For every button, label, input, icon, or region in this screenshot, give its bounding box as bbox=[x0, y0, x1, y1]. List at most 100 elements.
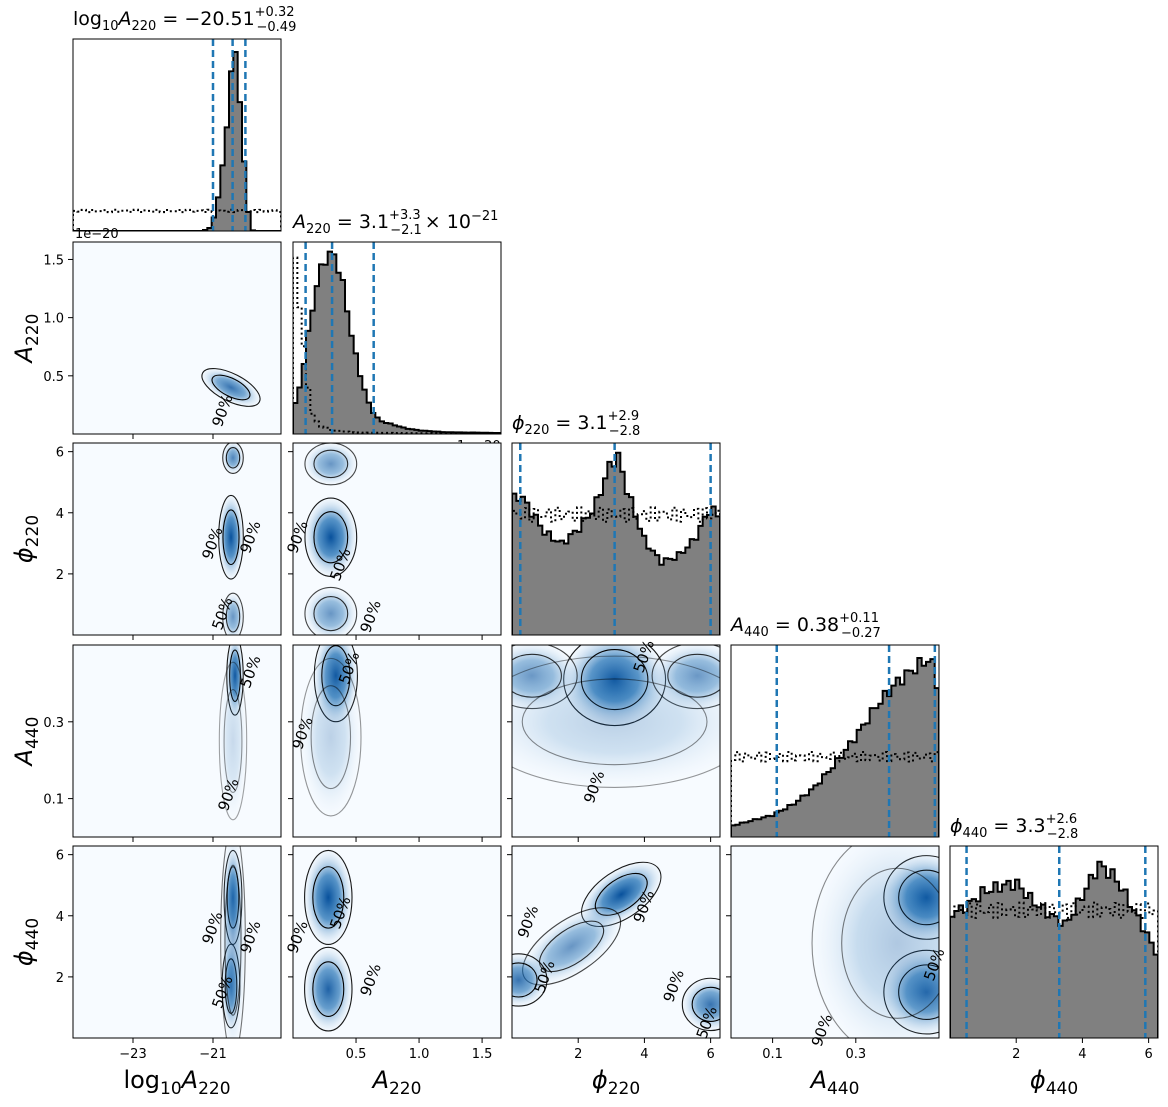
density-blob bbox=[512, 952, 549, 1008]
density-blob bbox=[807, 846, 939, 1038]
pair-panel-logA220-phi220: 90% 90%50% bbox=[72, 442, 282, 636]
contour-50 bbox=[223, 689, 243, 793]
y-axis-label: ϕ220 bbox=[10, 515, 43, 563]
x-tick-label: 2 bbox=[1012, 1047, 1020, 1062]
density-inner bbox=[512, 860, 720, 1032]
contour-50 bbox=[310, 685, 352, 790]
contour-90 bbox=[304, 849, 353, 946]
title-plus: +0.11 bbox=[839, 611, 879, 626]
title-plus: +2.6 bbox=[1046, 812, 1078, 827]
panel-title: ϕ220 = 3.1+2.9 −2.8 bbox=[512, 409, 640, 439]
y-tick-label: 4 bbox=[56, 507, 64, 522]
hist-panel-A440: A440 = 0.38+0.11 −0.27 bbox=[729, 611, 940, 838]
y-label-symbol: A bbox=[10, 346, 38, 364]
title-symbol: A bbox=[729, 614, 744, 636]
pair-panel-A220-A440: 50%90% bbox=[288, 644, 502, 838]
axes-frame bbox=[511, 644, 721, 838]
title-minus: −2.8 bbox=[609, 424, 641, 439]
axes-frame bbox=[72, 241, 282, 435]
density-inner bbox=[218, 645, 248, 824]
contour-90 bbox=[681, 977, 720, 1032]
y-axis-phi440: 2 4 6 ϕ440 bbox=[10, 849, 731, 986]
contour-90 bbox=[218, 494, 244, 580]
x-tick-label: 4 bbox=[640, 1047, 648, 1062]
x-axis-label: A220 bbox=[371, 1066, 422, 1099]
pair-panel-logA220-A220: 90% bbox=[72, 241, 282, 435]
panel-title: ϕ440 = 3.3+2.6 −2.8 bbox=[950, 812, 1078, 842]
axes-frame bbox=[72, 38, 282, 232]
x-label-subscript: 220 bbox=[389, 1079, 421, 1099]
x-axis-phi220: 2 4 6 ϕ220 bbox=[574, 837, 715, 1099]
panel-title: A220 = 3.1+3.3 −2.1 × 10−21 bbox=[291, 208, 498, 238]
x-tick-label: 2 bbox=[574, 1047, 582, 1062]
density-blob bbox=[303, 586, 359, 635]
title-symbol: ϕ bbox=[512, 412, 525, 434]
contour-50 bbox=[225, 600, 241, 633]
posterior-hist-fill bbox=[293, 251, 501, 434]
x-axis-label: A440 bbox=[809, 1066, 860, 1099]
y-axis-phi220: 2 4 6 ϕ220 bbox=[10, 446, 293, 583]
y-tick-label: 1.5 bbox=[43, 253, 64, 268]
contour-50 bbox=[313, 511, 349, 564]
density-blob bbox=[680, 976, 720, 1032]
contour-90 bbox=[512, 953, 548, 1007]
density-blob bbox=[520, 905, 624, 987]
contour-90 bbox=[300, 657, 362, 817]
x-axis-label: ϕ220 bbox=[592, 1066, 640, 1099]
pair-panel-A220-phi220: 90%50%90% bbox=[283, 442, 502, 636]
x-label-subscript: 440 bbox=[827, 1079, 859, 1099]
posterior-hist-fill bbox=[731, 658, 939, 837]
y-tick-label: 0.1 bbox=[43, 793, 64, 808]
title-minus: −0.49 bbox=[257, 20, 297, 35]
hist-inner bbox=[512, 451, 720, 635]
x-label-subscript: 220 bbox=[608, 1079, 640, 1099]
title-value: = 3.3 bbox=[987, 815, 1045, 837]
y-tick-label: 2 bbox=[56, 568, 64, 583]
x-tick-label: 0.5 bbox=[346, 1047, 367, 1062]
pair-panel-phi220-phi440: 90% 90%50% 90%50% bbox=[511, 845, 721, 1041]
title-subscript: 220 bbox=[525, 423, 550, 438]
y-label-subscript: 220 bbox=[23, 314, 43, 346]
title-value: = −20.51 bbox=[156, 8, 254, 30]
axes-frame bbox=[949, 845, 1159, 1039]
title-suffix-exp: −21 bbox=[471, 209, 498, 224]
y-label-subscript: 440 bbox=[23, 918, 43, 950]
x-axis-A440: 0.1 0.3 A440 bbox=[762, 1038, 866, 1099]
y-offset-label: 1e−20 bbox=[75, 227, 119, 242]
y-label-subscript: 440 bbox=[23, 717, 43, 749]
x-tick-label: 1.5 bbox=[472, 1047, 493, 1062]
density-inner bbox=[807, 846, 939, 1038]
title-subscript: 220 bbox=[306, 222, 331, 237]
title-minus: −2.8 bbox=[1047, 827, 1079, 842]
x-label-symbol: ϕ bbox=[1030, 1066, 1046, 1094]
title-fn: log bbox=[73, 8, 102, 30]
contour-50 bbox=[211, 374, 251, 401]
title-plus: +3.3 bbox=[389, 208, 421, 223]
x-tick-label: 4 bbox=[1078, 1047, 1086, 1062]
prior-hist-line bbox=[512, 506, 720, 635]
title-base: 10 bbox=[102, 19, 119, 34]
contour-50 bbox=[312, 961, 345, 1017]
y-tick-label: 0.3 bbox=[43, 716, 64, 731]
x-label-symbol: A bbox=[809, 1066, 827, 1094]
axes-frame bbox=[292, 644, 502, 838]
title-symbol: ϕ bbox=[950, 815, 963, 837]
prior-hist-line bbox=[293, 256, 501, 434]
x-tick-label: 6 bbox=[706, 1047, 714, 1062]
title-subscript: 440 bbox=[744, 625, 769, 640]
posterior-hist-fill bbox=[950, 861, 1158, 1038]
y-tick-label: 6 bbox=[56, 849, 64, 864]
contour-50 bbox=[222, 509, 240, 566]
y-axis-label: ϕ440 bbox=[10, 918, 43, 966]
axes-frame bbox=[292, 442, 502, 636]
pair-panel-logA220-phi440: 90% 90%50% bbox=[72, 845, 282, 1039]
hist-inner bbox=[731, 657, 939, 837]
contour-90 bbox=[222, 443, 244, 474]
hist-panel-logA220: log10A220 = −20.51+0.32 −0.49 bbox=[72, 5, 297, 232]
x-tick-label: 1.0 bbox=[409, 1047, 430, 1062]
density-inner bbox=[303, 443, 359, 635]
pair-panel-A220-phi440: 90%50%90% bbox=[283, 845, 502, 1039]
prior-hist-line bbox=[73, 208, 281, 231]
y-tick-label: 4 bbox=[56, 910, 64, 925]
x-label-subscript: 220 bbox=[198, 1079, 230, 1099]
